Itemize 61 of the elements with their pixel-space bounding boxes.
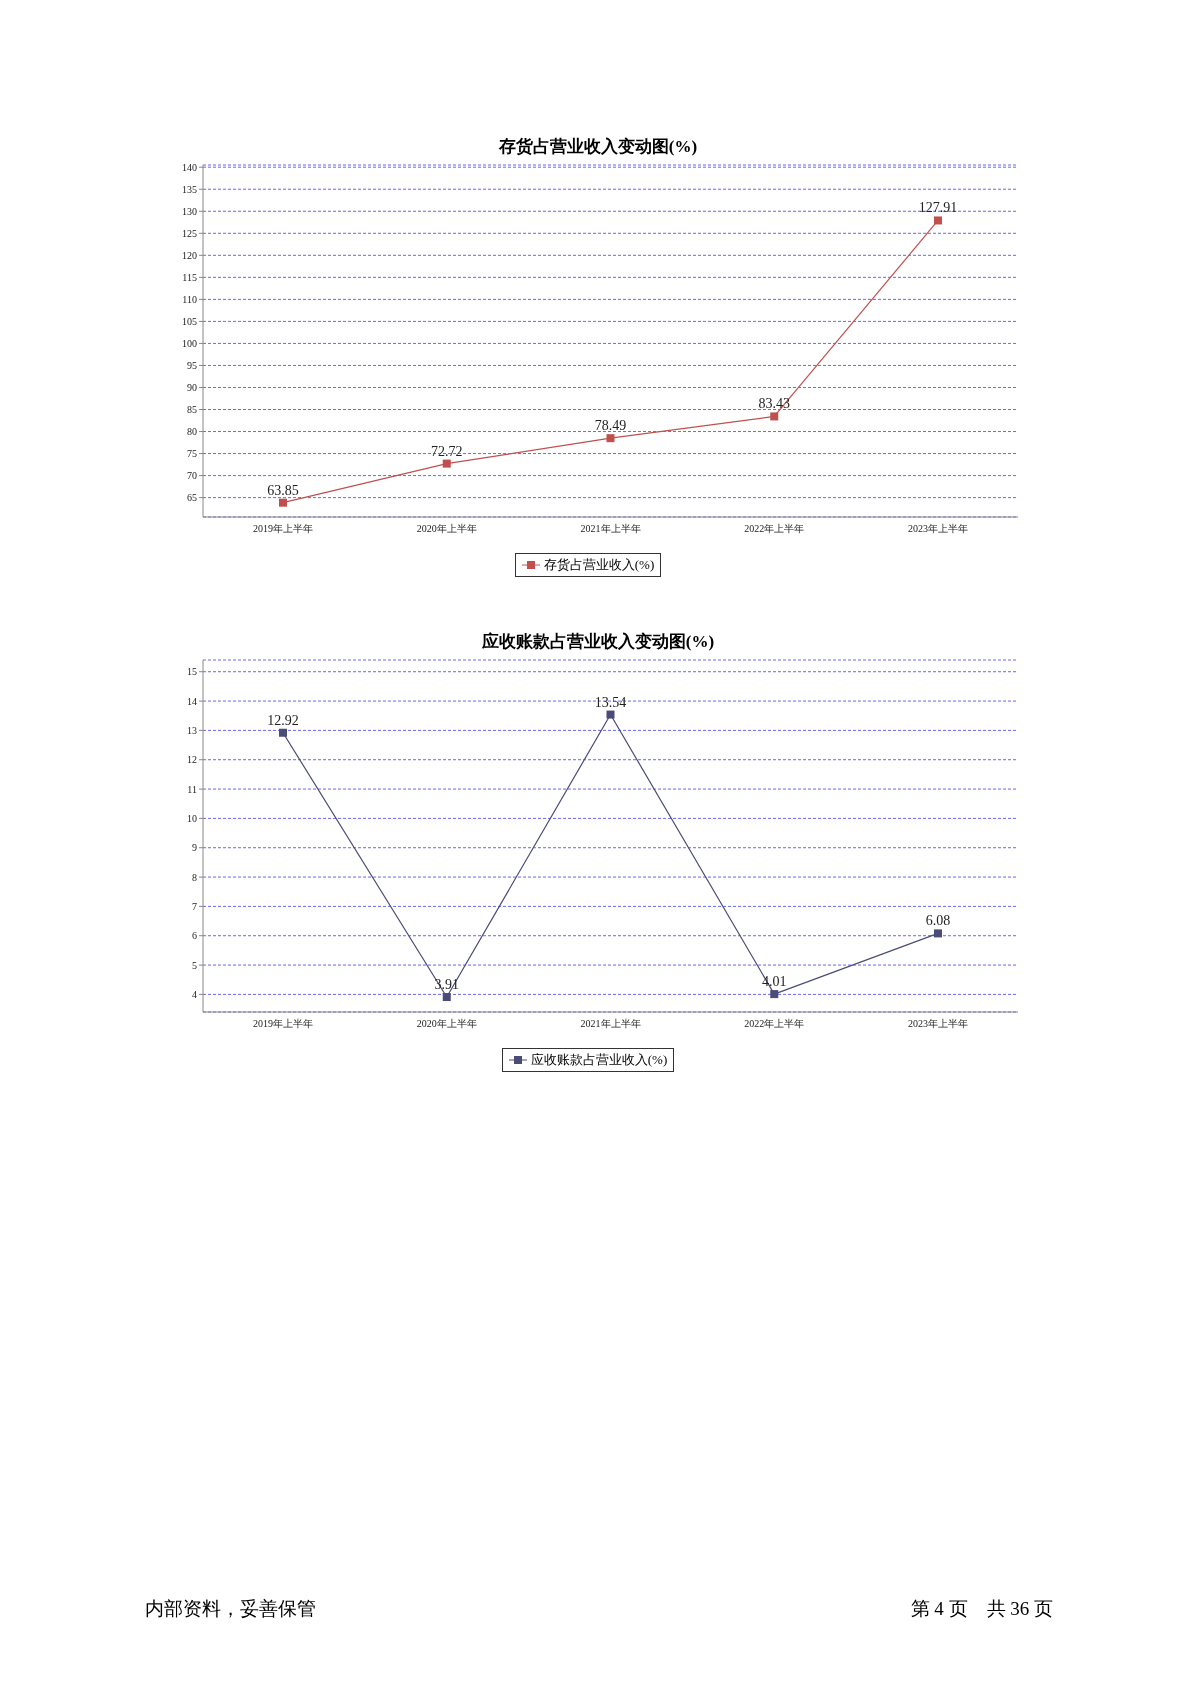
data-label: 63.85 — [267, 482, 299, 498]
x-tick-label: 2022年上半年 — [744, 1018, 805, 1030]
data-label: 78.49 — [594, 418, 627, 434]
y-tick-label: 100 — [182, 337, 197, 349]
y-tick-label: 115 — [182, 271, 197, 283]
point — [770, 990, 779, 999]
y-tick-label: 70 — [187, 470, 197, 482]
y-tick-label: 130 — [182, 205, 197, 217]
point — [606, 434, 615, 443]
y-tick-label: 12 — [187, 754, 197, 766]
legend-label: 应收账款占营业收入(%) — [529, 1051, 668, 1069]
legend-label: 存货占营业收入(%) — [542, 556, 655, 574]
point — [442, 993, 451, 1002]
x-tick-label: 2021年上半年 — [580, 1018, 641, 1030]
y-tick-label: 5 — [192, 959, 197, 971]
y-tick-label: 135 — [182, 183, 197, 195]
y-tick-label: 14 — [187, 695, 197, 707]
chart-title: 应收账款占营业收入变动图(%) — [480, 631, 716, 653]
y-tick-label: 120 — [182, 249, 197, 261]
y-tick-label: 125 — [182, 227, 197, 239]
point — [279, 728, 287, 737]
y-tick-label: 65 — [187, 492, 197, 504]
point — [934, 929, 942, 938]
point — [442, 459, 451, 468]
point — [770, 412, 779, 421]
y-tick-label: 4 — [192, 988, 197, 1000]
x-tick-label: 2021年上半年 — [580, 523, 641, 535]
x-tick-label: 2020年上半年 — [416, 1018, 477, 1030]
y-tick-label: 80 — [187, 426, 197, 438]
x-tick-label: 2023年上半年 — [908, 523, 968, 535]
y-tick-label: 8 — [192, 871, 197, 883]
y-tick-label: 140 — [182, 161, 197, 173]
data-label: 13.54 — [594, 694, 627, 710]
point — [279, 498, 287, 507]
y-tick-label: 105 — [182, 315, 197, 327]
data-label: 6.08 — [925, 913, 951, 929]
y-tick-label: 95 — [187, 360, 197, 371]
x-tick-label: 2023年上半年 — [908, 1018, 968, 1030]
text: 第 4 页 共 36 页 — [910, 1597, 1053, 1621]
y-tick-label: 15 — [187, 666, 197, 678]
point — [606, 710, 615, 719]
x-tick-label: 2022年上半年 — [744, 523, 805, 535]
chart-title: 存货占营业收入变动图(%) — [497, 136, 699, 158]
y-tick-label: 110 — [182, 293, 197, 305]
x-tick-label: 2019年上半年 — [253, 1018, 313, 1030]
data-label: 3.91 — [434, 977, 459, 993]
y-tick-label: 6 — [192, 930, 197, 942]
y-tick-label: 90 — [187, 382, 197, 394]
x-tick-label: 2019年上半年 — [253, 523, 313, 535]
text: 内部资料，妥善保管 — [145, 1597, 316, 1621]
x-tick-label: 2020年上半年 — [416, 523, 477, 535]
y-tick-label: 7 — [192, 900, 197, 912]
y-tick-label: 10 — [187, 812, 197, 824]
y-tick-label: 85 — [187, 404, 197, 416]
y-tick-label: 75 — [187, 448, 197, 460]
y-tick-label: 9 — [192, 842, 197, 854]
point — [934, 216, 942, 225]
y-tick-label: 11 — [187, 783, 197, 795]
data-label: 127.91 — [918, 200, 958, 216]
data-label: 12.92 — [267, 712, 299, 728]
y-tick-label: 13 — [187, 724, 197, 736]
